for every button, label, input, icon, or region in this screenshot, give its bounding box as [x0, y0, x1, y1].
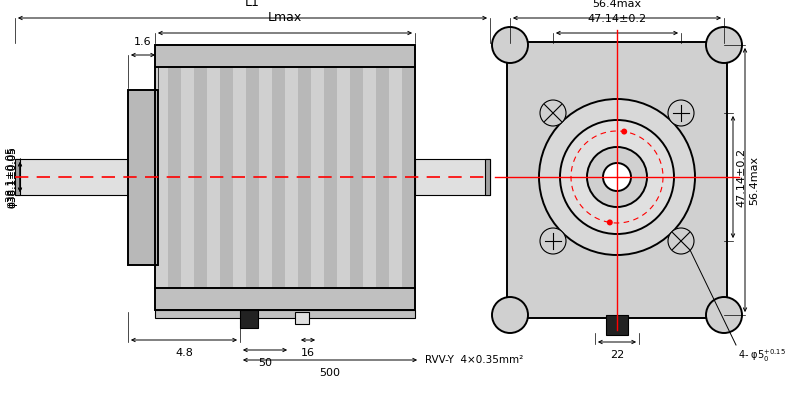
Text: φ38.1±0.05: φ38.1±0.05	[5, 146, 15, 208]
Bar	[246, 45, 259, 310]
Bar	[15, 159, 155, 195]
Bar	[350, 45, 363, 310]
Circle shape	[539, 99, 695, 255]
Circle shape	[706, 27, 742, 63]
Circle shape	[560, 120, 674, 234]
Text: 56.4max: 56.4max	[749, 156, 759, 205]
FancyBboxPatch shape	[507, 42, 727, 318]
Text: 47.14±0.2: 47.14±0.2	[587, 14, 646, 24]
Circle shape	[621, 128, 627, 135]
Text: Lmax: Lmax	[268, 11, 302, 24]
Bar	[155, 45, 415, 310]
Text: φ38.1±0.05: φ38.1±0.05	[7, 146, 17, 208]
Bar	[376, 45, 389, 310]
Text: 47.14±0.2: 47.14±0.2	[736, 147, 746, 207]
Bar	[402, 45, 415, 310]
Bar	[155, 310, 415, 318]
Bar	[272, 45, 285, 310]
Circle shape	[706, 297, 742, 333]
Text: 500: 500	[319, 368, 341, 378]
Bar	[155, 288, 415, 310]
Circle shape	[492, 27, 528, 63]
Bar	[324, 45, 337, 310]
Bar	[194, 45, 207, 310]
Bar	[220, 45, 233, 310]
Circle shape	[607, 220, 613, 226]
Text: 4.8: 4.8	[175, 348, 193, 358]
Bar	[415, 159, 490, 195]
Bar	[606, 315, 628, 335]
Circle shape	[540, 100, 566, 126]
Bar	[485, 159, 490, 195]
Text: φ38.1±0.05: φ38.1±0.05	[7, 146, 17, 208]
Text: 50: 50	[258, 358, 272, 368]
Bar	[155, 45, 415, 310]
Text: 1.6: 1.6	[134, 37, 152, 47]
Circle shape	[492, 297, 528, 333]
Circle shape	[668, 100, 694, 126]
Text: 22: 22	[610, 350, 624, 360]
Circle shape	[587, 147, 647, 207]
Bar	[168, 45, 181, 310]
Text: RVV-Y  4×0.35mm²: RVV-Y 4×0.35mm²	[425, 355, 523, 365]
Text: 56.4max: 56.4max	[593, 0, 642, 9]
Bar	[155, 45, 415, 67]
Bar	[298, 45, 311, 310]
Circle shape	[668, 228, 694, 254]
Bar	[128, 90, 158, 265]
Bar	[15, 159, 20, 195]
Bar	[240, 310, 258, 328]
Text: L1: L1	[245, 0, 260, 9]
Bar	[295, 312, 309, 324]
Circle shape	[603, 163, 631, 191]
Text: 4- φ5$^{+0.15}_{0}$: 4- φ5$^{+0.15}_{0}$	[738, 347, 786, 364]
Text: 16: 16	[301, 348, 315, 358]
Circle shape	[540, 228, 566, 254]
